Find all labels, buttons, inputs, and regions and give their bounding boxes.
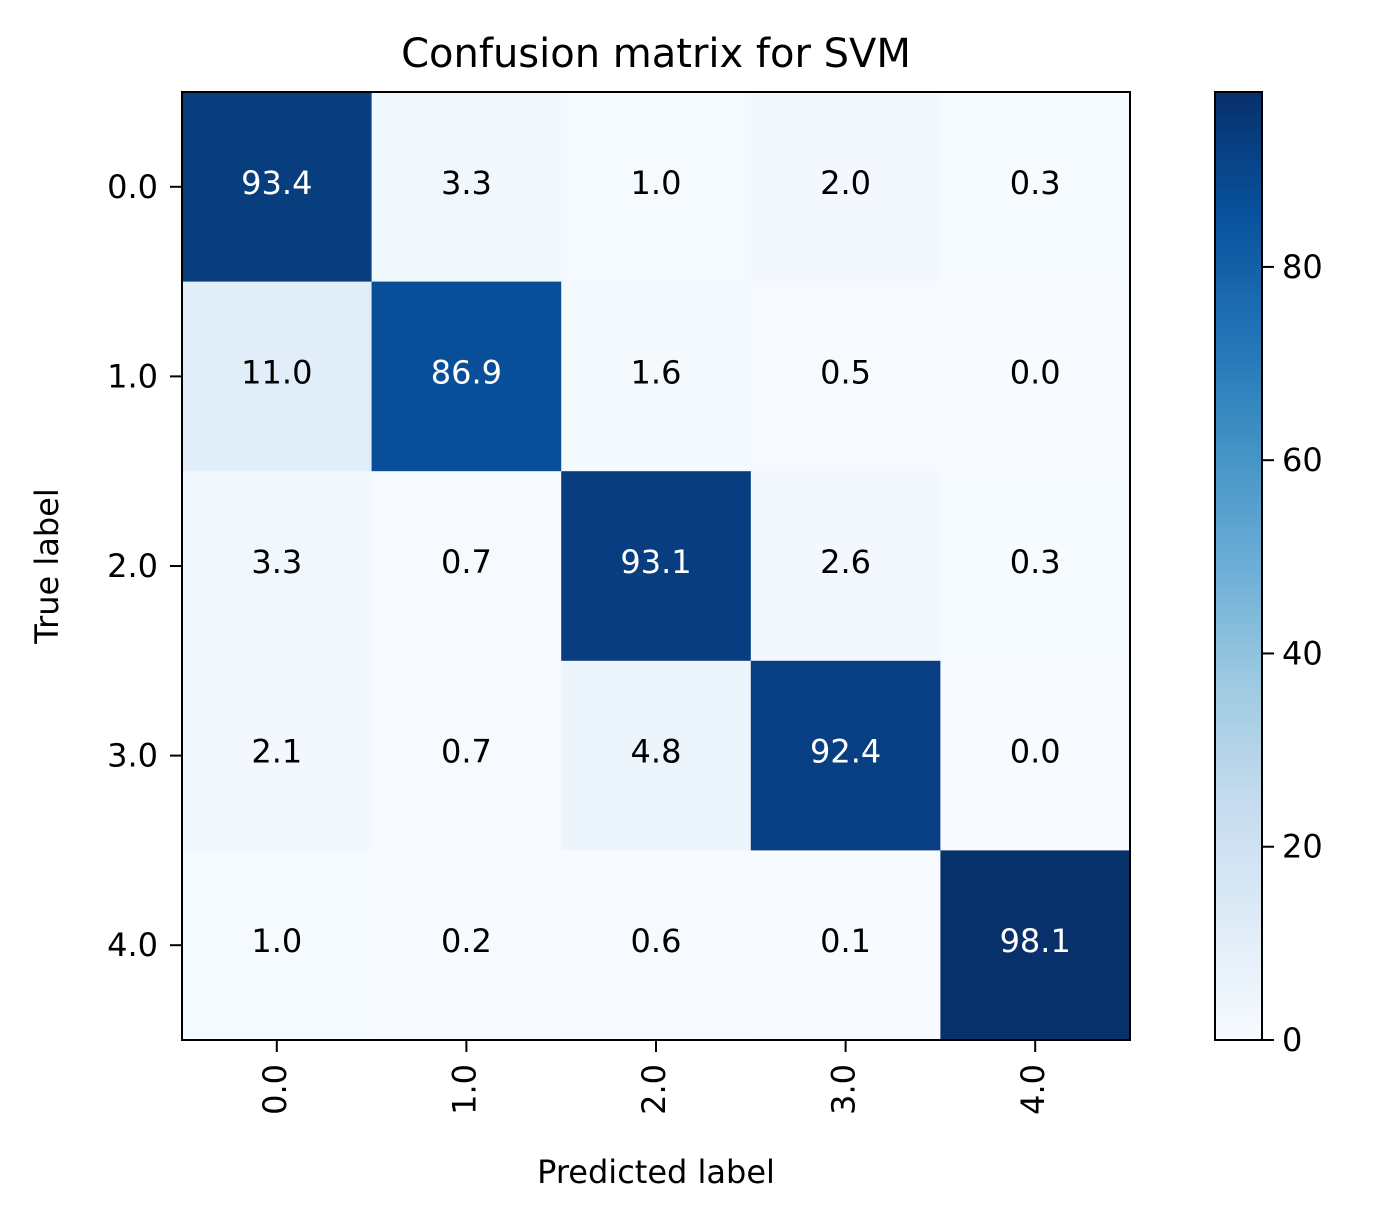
cell-value-label: 0.6 — [631, 922, 682, 960]
cell-value-label: 0.3 — [1010, 543, 1061, 581]
x-tick-label: 4.0 — [1014, 1064, 1052, 1115]
cell-value-label: 93.1 — [620, 543, 691, 581]
x-tick-label: 2.0 — [635, 1064, 673, 1115]
heatmap-cell — [561, 92, 752, 283]
cell-value-label: 1.0 — [631, 164, 682, 202]
x-tick-label: 1.0 — [445, 1064, 483, 1115]
cell-value-label: 0.7 — [441, 733, 492, 771]
y-tick-label: 0.0 — [107, 168, 158, 206]
heatmap-cell — [750, 660, 941, 851]
heatmap-cell — [182, 660, 373, 851]
heatmap-cell — [182, 92, 373, 283]
heatmap-cell — [940, 471, 1131, 662]
heatmap-cell — [371, 92, 562, 283]
heatmap-cell — [750, 92, 941, 283]
y-tick-label: 1.0 — [107, 357, 158, 395]
y-tick-label: 3.0 — [107, 737, 158, 775]
heatmap-cell — [750, 850, 941, 1041]
cell-value-label: 0.5 — [820, 353, 871, 391]
heatmap-cell — [750, 471, 941, 662]
heatmap-cell — [940, 92, 1131, 283]
colorbar-tick-label: 0 — [1282, 1021, 1302, 1059]
cell-value-label: 3.3 — [441, 164, 492, 202]
heatmap-cell — [561, 660, 752, 851]
cell-value-label: 86.9 — [431, 353, 502, 391]
colorbar-tick-label: 20 — [1282, 828, 1323, 866]
cell-value-label: 4.8 — [631, 733, 682, 771]
x-tick-label: 0.0 — [256, 1064, 294, 1115]
colorbar-ticks: 0 20 40 60 80 — [1262, 248, 1323, 1059]
heatmap-cell — [182, 850, 373, 1041]
y-tick-label: 2.0 — [107, 547, 158, 585]
heatmap-cell — [940, 660, 1131, 851]
cell-value-label: 2.1 — [251, 733, 302, 771]
x-tick-label: 3.0 — [825, 1064, 863, 1115]
colorbar-tick-label: 80 — [1282, 248, 1323, 286]
cell-value-label: 98.1 — [1000, 922, 1071, 960]
heatmap-cell — [182, 471, 373, 662]
cell-value-label: 2.6 — [820, 543, 871, 581]
colorbar-tick-label: 40 — [1282, 634, 1323, 672]
heatmap-cell — [561, 850, 752, 1041]
cell-value-label: 11.0 — [241, 353, 312, 391]
y-axis-ticks: 0.0 1.0 2.0 3.0 4.0 — [107, 168, 182, 964]
cell-value-label: 93.4 — [241, 164, 312, 202]
cell-value-label: 2.0 — [820, 164, 871, 202]
colorbar — [1214, 91, 1263, 1041]
heatmap-cell — [371, 281, 562, 472]
heatmap-cell-labels: 93.4 3.3 1.0 2.0 0.3 11.0 86.9 1.6 0.5 0.0 3.3 0.7 9… — [241, 164, 1071, 960]
heatmap-cell — [750, 281, 941, 472]
heatmap-cell — [371, 850, 562, 1041]
x-axis-ticks: 0.0 1.0 2.0 3.0 4.0 — [256, 1040, 1052, 1115]
x-axis-label: Predicted label — [537, 1153, 775, 1191]
y-axis-label: True label — [28, 488, 66, 645]
cell-value-label: 0.0 — [1010, 733, 1061, 771]
heatmap-cell — [371, 660, 562, 851]
cell-value-label: 0.0 — [1010, 353, 1061, 391]
colorbar-tick-label: 60 — [1282, 441, 1323, 479]
cell-value-label: 0.3 — [1010, 164, 1061, 202]
heatmap-cell — [561, 471, 752, 662]
heatmap-cells — [182, 92, 1131, 1041]
cell-value-label: 0.7 — [441, 543, 492, 581]
cell-value-label: 1.0 — [251, 922, 302, 960]
cell-value-label: 92.4 — [810, 733, 881, 771]
cell-value-label: 1.6 — [631, 353, 682, 391]
heatmap-cell — [940, 281, 1131, 472]
chart-title: Confusion matrix for SVM — [401, 31, 911, 77]
y-tick-label: 4.0 — [107, 926, 158, 964]
cell-value-label: 0.2 — [441, 922, 492, 960]
cell-value-label: 3.3 — [251, 543, 302, 581]
heatmap-cell — [182, 281, 373, 472]
heatmap-cell — [561, 281, 752, 472]
heatmap-cell — [940, 850, 1131, 1041]
heatmap-cell — [371, 471, 562, 662]
cell-value-label: 0.1 — [820, 922, 871, 960]
